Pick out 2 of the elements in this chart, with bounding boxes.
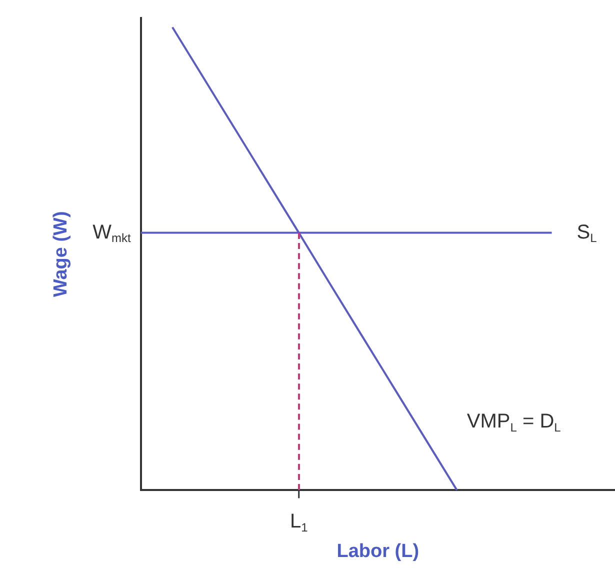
y-axis-title: Wage (W) [50, 211, 72, 298]
x-axis-title: Labor (L) [336, 540, 420, 562]
